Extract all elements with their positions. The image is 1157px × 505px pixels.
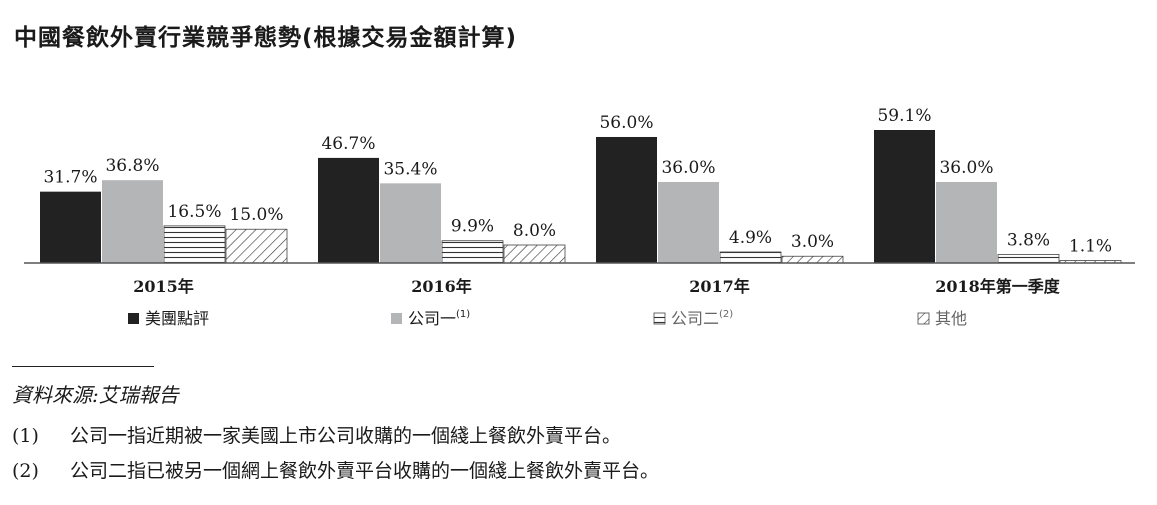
legend-swatch-1	[128, 313, 139, 324]
legend-label-1: 美團點評	[145, 309, 209, 328]
bar-series2-cat1	[102, 180, 163, 263]
legend-superscript-2: (1)	[456, 309, 470, 320]
data-label-series4-cat2: 8.0%	[513, 221, 556, 241]
legend-swatch-4	[917, 312, 930, 325]
bar-series1-cat2	[318, 157, 379, 263]
footnote-1: (1) 公司一指近期被一家美國上市公司收購的一個綫上餐飲外賣平台。	[12, 421, 621, 448]
data-label-series4-cat3: 3.0%	[791, 232, 834, 252]
x-tick-label-2: 2016年	[411, 277, 472, 296]
footnote-rule	[12, 366, 154, 367]
data-label-series3-cat4: 3.8%	[1007, 230, 1050, 250]
bar-chart: 31.7% 36.8% 16.5% 15.0% 46.7% 35.4% 9.9% 8.0% 56…	[24, 106, 1135, 328]
data-label-series1-cat3: 56.0%	[599, 113, 653, 133]
data-label-series1-cat1: 31.7%	[43, 168, 97, 188]
bar-series2-cat2	[380, 183, 441, 263]
data-label-series2-cat2: 35.4%	[383, 159, 437, 179]
bar-series2-cat3	[658, 181, 719, 263]
data-label-series3-cat3: 4.9%	[729, 228, 772, 248]
legend-label-4: 其他	[935, 309, 967, 328]
bar-series3-cat1	[163, 225, 226, 264]
data-label-series1-cat2: 46.7%	[321, 134, 375, 154]
footnote-2-text: 公司二指已被另一個網上餐飲外賣平台收購的一個綫上餐飲外賣平台。	[70, 460, 660, 482]
bar-series4-cat3	[781, 255, 844, 264]
data-label-series2-cat4: 36.0%	[939, 158, 993, 178]
bar-series3-cat4	[997, 254, 1060, 264]
footnote-2: (2) 公司二指已被另一個網上餐飲外賣平台收購的一個綫上餐飲外賣平台。	[12, 456, 659, 483]
bar-series3-cat2	[441, 240, 504, 264]
bar-series2-cat4	[936, 181, 997, 263]
bar-series1-cat4	[874, 130, 935, 263]
bar-series1-cat1	[40, 191, 101, 263]
footnote-2-number: (2)	[12, 460, 39, 482]
data-label-series3-cat1: 16.5%	[167, 202, 221, 222]
source-note: 資料來源:艾瑞報告	[12, 383, 179, 407]
legend-label-2: 公司一(1)	[408, 309, 470, 328]
data-label-series1-cat4: 59.1%	[877, 106, 931, 126]
footnote-1-text: 公司一指近期被一家美國上市公司收購的一個綫上餐飲外賣平台。	[70, 425, 622, 447]
data-label-series4-cat1: 15.0%	[229, 205, 283, 225]
legend-label-3: 公司二(2)	[671, 309, 733, 328]
data-label-series2-cat3: 36.0%	[661, 158, 715, 178]
x-tick-label-4: 2018年第一季度	[935, 277, 1061, 296]
x-tick-label-3: 2017年	[689, 277, 750, 296]
bar-series3-cat3	[719, 251, 782, 264]
data-label-series3-cat2: 9.9%	[451, 217, 494, 237]
footnote-1-number: (1)	[12, 425, 39, 447]
legend-superscript-3: (2)	[719, 309, 733, 320]
legend-swatch-2	[391, 313, 402, 324]
chart-title: 中國餐飲外賣行業競爭態勢(根據交易金額計算)	[14, 25, 518, 51]
x-tick-label-1: 2015年	[133, 277, 194, 296]
data-label-series2-cat1: 36.8%	[105, 156, 159, 176]
legend-swatch-3	[653, 312, 666, 325]
data-label-series4-cat4: 1.1%	[1069, 237, 1112, 257]
bar-series4-cat2	[503, 244, 566, 264]
bar-series4-cat1	[225, 228, 288, 264]
bar-series1-cat3	[596, 136, 657, 263]
